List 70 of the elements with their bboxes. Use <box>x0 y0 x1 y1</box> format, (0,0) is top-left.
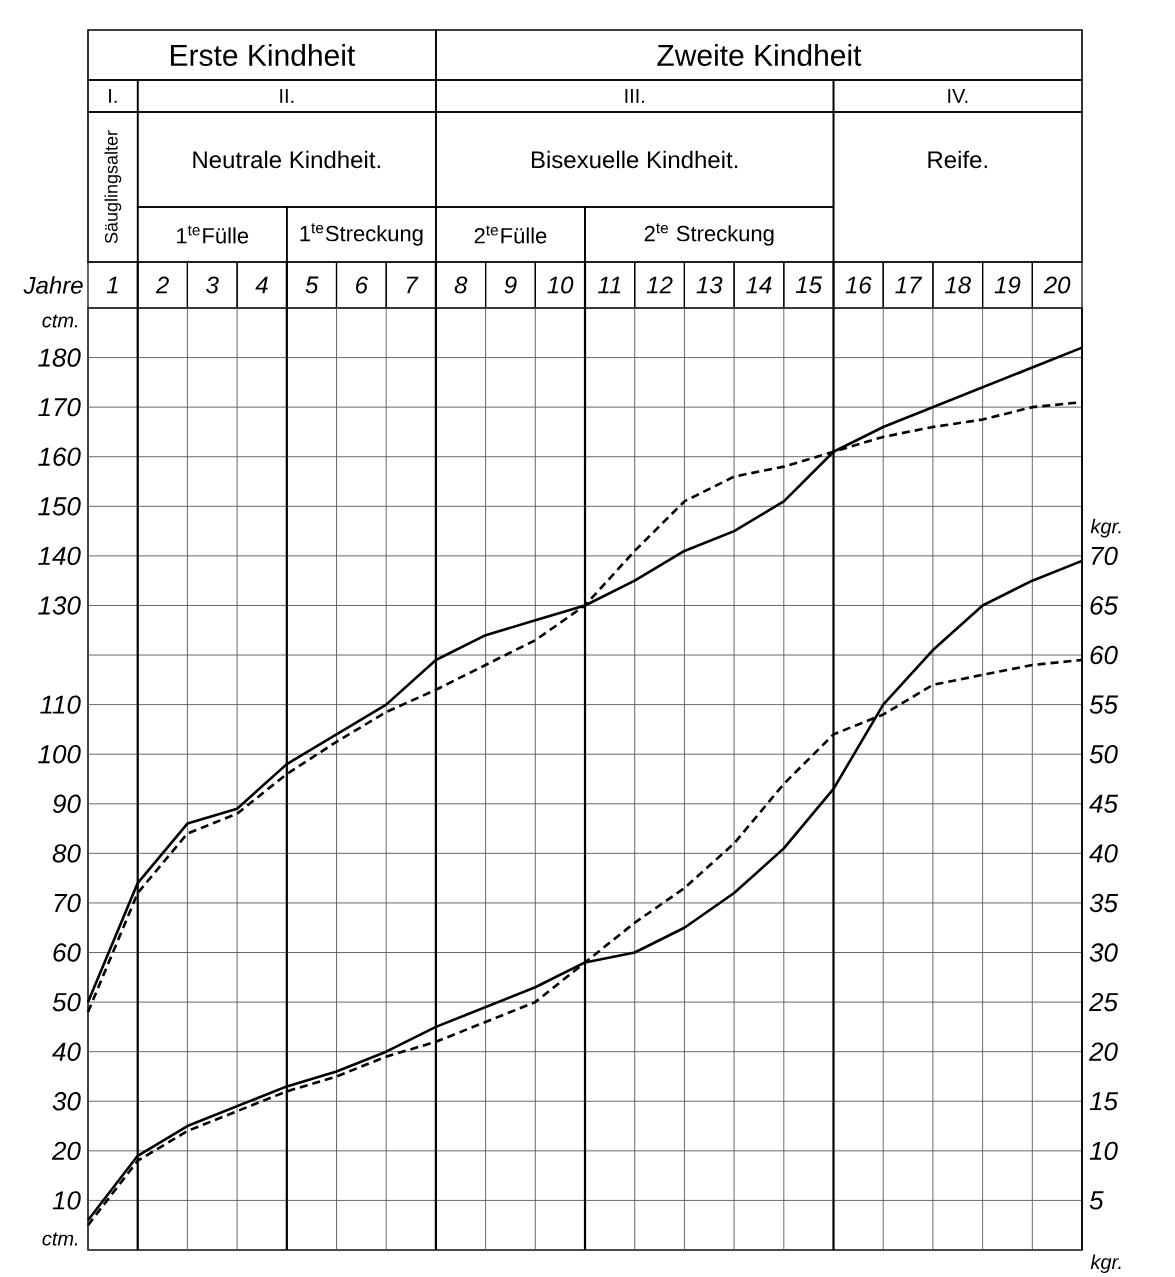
y-tick-label: 140 <box>38 546 81 566</box>
y2-tick-label: 55 <box>1089 695 1119 714</box>
y2-tick-label: 40 <box>1089 844 1118 863</box>
x-tick-label: 7 <box>406 276 419 294</box>
x-tick-label: 18 <box>945 276 971 294</box>
text: IV. <box>948 89 968 103</box>
x-tick-label: 10 <box>547 276 574 294</box>
y-tick-label: 40 <box>52 1042 81 1061</box>
text: ctm. <box>42 1232 78 1246</box>
y2-axis-title: kgr. <box>1090 518 1121 538</box>
y-tick-label: 130 <box>38 596 81 615</box>
text: II. <box>280 89 294 103</box>
x-tick-label: 16 <box>845 276 872 294</box>
text: I. <box>109 89 117 103</box>
y2-tick-label: 30 <box>1089 943 1118 962</box>
y2-tick-label: 5 <box>1089 1191 1104 1210</box>
x-tick-label: 17 <box>895 276 923 294</box>
text: Neutrale Kindheit. <box>193 150 380 169</box>
y-axis-title: ctm. <box>42 314 78 328</box>
x-tick-label: 12 <box>646 276 673 294</box>
x-tick-label: 6 <box>356 276 369 294</box>
text: Reife. <box>928 150 987 169</box>
y-tick-label: 10 <box>52 1191 81 1210</box>
y-tick-label: 170 <box>38 397 81 417</box>
text: Bisexuelle Kindheit. <box>531 150 738 169</box>
text: Erste Kindheit <box>171 43 356 66</box>
text: 2$^{te}$ Streckung <box>644 223 774 246</box>
y-tick-label: 100 <box>38 744 81 764</box>
y2-tick-label: 10 <box>1089 1141 1118 1161</box>
text: 1$^{te}$Fülle <box>177 225 249 244</box>
text: kgr. <box>1090 1254 1121 1274</box>
y2-tick-label: 70 <box>1091 546 1118 566</box>
y-tick-label: 180 <box>38 348 81 367</box>
y2-tick-label: 35 <box>1089 893 1119 913</box>
x-tick-label: 4 <box>255 276 268 294</box>
text: III. <box>625 89 645 103</box>
x-tick-label: 8 <box>454 276 468 294</box>
x-tick-label: 19 <box>994 276 1021 294</box>
x-tick-label: 13 <box>696 276 723 294</box>
y-tick-label: 60 <box>53 943 81 962</box>
y2-tick-label: 50 <box>1089 744 1118 764</box>
y2-tick-label: 45 <box>1089 794 1119 813</box>
y2-tick-label: 20 <box>1088 1042 1118 1061</box>
x-tick-label: 20 <box>1043 276 1071 294</box>
y-tick-label: 20 <box>51 1141 81 1161</box>
x-tick-label: 11 <box>598 276 621 294</box>
y-tick-label: 160 <box>38 447 81 466</box>
y2-tick-label: 65 <box>1090 596 1119 615</box>
x-tick-label: 5 <box>305 276 319 294</box>
y-tick-label: 150 <box>38 497 81 516</box>
y2-tick-label: 60 <box>1090 645 1118 665</box>
x-tick-label: 2 <box>155 276 169 294</box>
y-tick-label: 50 <box>52 992 81 1012</box>
text: 1$^{te}$Streckung <box>300 223 423 246</box>
x-tick-label: 9 <box>504 276 517 294</box>
y-tick-label: 80 <box>52 844 81 863</box>
text: Zweite Kindheit <box>657 43 862 66</box>
x-axis-title: Jahre <box>23 276 83 294</box>
y2-tick-label: 15 <box>1089 1092 1119 1111</box>
text: Säuglingsalter <box>104 130 122 244</box>
y-tick-label: 70 <box>54 893 81 913</box>
x-tick-label: 3 <box>206 276 219 294</box>
y-tick-label: 90 <box>52 794 81 813</box>
y2-tick-label: 25 <box>1088 992 1119 1012</box>
y-tick-label: 30 <box>52 1092 81 1111</box>
text: 2$^{te}$Fülle <box>474 225 547 244</box>
y-tick-label: 110 <box>40 695 81 714</box>
x-tick-label: 14 <box>746 276 772 294</box>
x-tick-label: 15 <box>795 276 823 294</box>
x-tick-label: 1 <box>106 276 118 294</box>
